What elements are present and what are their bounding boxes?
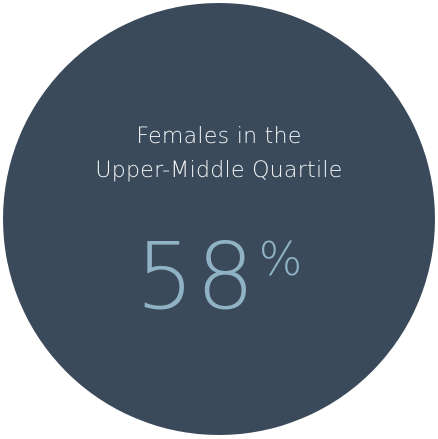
stat-title-line-2: Upper-Middle Quartile	[95, 158, 343, 183]
stat-value-group: 58%	[0, 222, 438, 332]
stat-unit: %	[258, 232, 303, 286]
stat-value: 58	[135, 223, 257, 330]
stat-title-line-1: Females in the	[136, 124, 302, 149]
stat-title: Females in the Upper-Middle Quartile	[0, 120, 438, 188]
circle-background	[3, 3, 435, 435]
